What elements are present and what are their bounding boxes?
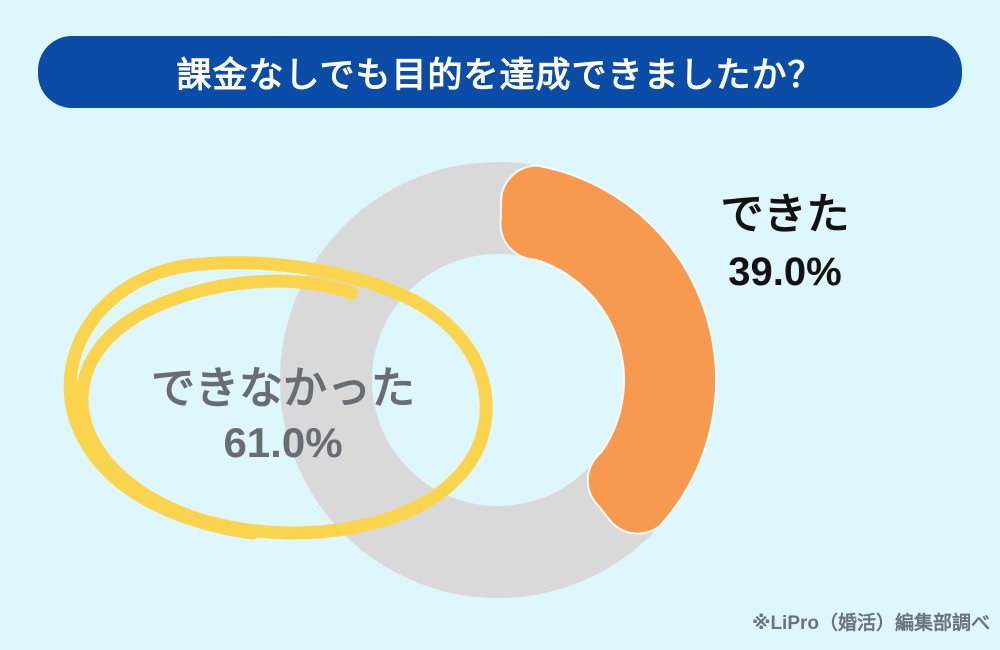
highlight-circle-annotation <box>63 256 493 540</box>
slice-label-dekinakatta: できなかった <box>151 364 415 413</box>
slice-value-dekinakatta: 61.0% <box>223 419 343 466</box>
slice-value-dekita: 39.0% <box>728 250 842 294</box>
title-banner: 課金なしでも目的を達成できましたか？ <box>38 36 962 108</box>
slice-label-dekita: できた <box>720 191 850 239</box>
donut-segment-dekita <box>499 164 718 535</box>
page-title: 課金なしでも目的を達成できましたか？ <box>176 55 824 95</box>
source-note: ※LiPro（婚活）編集部調べ <box>751 613 990 634</box>
